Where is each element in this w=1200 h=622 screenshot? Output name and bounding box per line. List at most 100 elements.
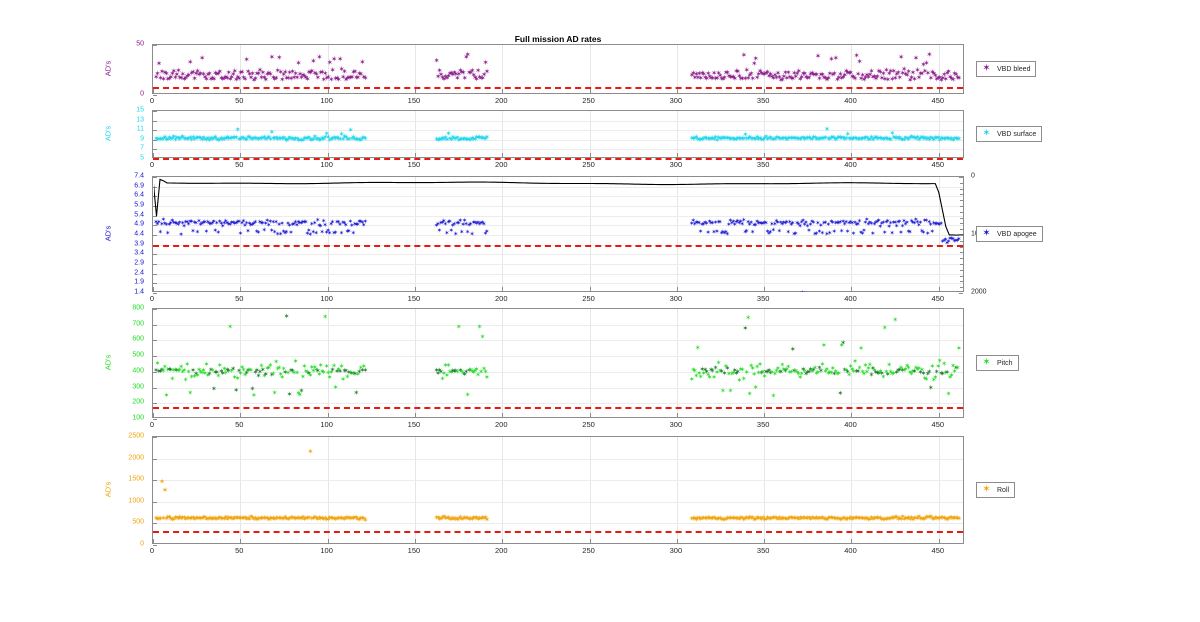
- svg-text:✶: ✶: [319, 134, 325, 143]
- svg-text:✶: ✶: [727, 73, 733, 82]
- svg-text:✶: ✶: [284, 228, 290, 236]
- svg-text:✶: ✶: [892, 316, 898, 324]
- svg-text:✶: ✶: [174, 70, 180, 79]
- svg-text:✶: ✶: [201, 366, 207, 374]
- svg-text:✶: ✶: [766, 230, 772, 238]
- svg-text:✶: ✶: [730, 134, 736, 143]
- svg-text:✶: ✶: [797, 513, 803, 522]
- svg-text:✶: ✶: [333, 134, 339, 143]
- svg-text:✶: ✶: [905, 513, 911, 522]
- svg-text:✶: ✶: [478, 368, 484, 376]
- svg-text:✶: ✶: [742, 74, 748, 83]
- svg-text:✶: ✶: [304, 368, 310, 376]
- svg-text:✶: ✶: [212, 133, 218, 142]
- svg-text:✶: ✶: [346, 368, 352, 376]
- legend-vbd-apogee[interactable]: ✶ VBD apogee: [976, 226, 1043, 242]
- svg-text:✶: ✶: [359, 514, 365, 523]
- svg-text:✶: ✶: [359, 366, 365, 374]
- legend-vbd-surface[interactable]: ✶ VBD surface: [976, 126, 1043, 142]
- legend-roll[interactable]: ✶ Roll: [976, 482, 1016, 498]
- svg-text:✶: ✶: [316, 370, 322, 378]
- svg-text:✶: ✶: [211, 514, 217, 523]
- svg-text:✶: ✶: [711, 68, 717, 77]
- svg-text:✶: ✶: [704, 514, 710, 523]
- legend-pitch[interactable]: ✶ Pitch: [976, 355, 1019, 371]
- svg-text:✶: ✶: [258, 362, 264, 370]
- svg-text:✶: ✶: [469, 368, 475, 376]
- svg-text:✶: ✶: [791, 133, 797, 142]
- svg-text:✶: ✶: [920, 60, 926, 69]
- svg-text:✶: ✶: [874, 369, 880, 377]
- svg-text:✶: ✶: [302, 218, 308, 226]
- svg-text:✶: ✶: [781, 219, 787, 227]
- svg-text:✶: ✶: [727, 513, 733, 522]
- gridline-horizontal: [153, 196, 963, 198]
- gridline-horizontal: [153, 458, 963, 460]
- svg-text:✶: ✶: [226, 367, 232, 375]
- y-tick-mark: [153, 206, 157, 207]
- data-markers-vbd-surface: ✶✶✶✶✶✶✶✶✶✶✶✶✶✶✶✶✶✶✶✶✶✶✶✶✶✶✶✶✶✶✶✶✶✶✶✶✶✶✶✶…: [154, 125, 962, 145]
- svg-text:✶: ✶: [695, 135, 701, 144]
- svg-text:✶: ✶: [465, 50, 471, 59]
- svg-text:✶: ✶: [879, 219, 885, 227]
- svg-text:✶: ✶: [232, 133, 238, 142]
- svg-text:✶: ✶: [160, 74, 166, 83]
- svg-text:✶: ✶: [889, 75, 895, 84]
- svg-text:✶: ✶: [865, 72, 871, 81]
- gridline-vertical: [240, 111, 242, 157]
- svg-text:✶: ✶: [211, 75, 217, 84]
- svg-text:✶: ✶: [695, 73, 701, 82]
- svg-text:✶: ✶: [793, 134, 799, 143]
- svg-text:✶: ✶: [278, 67, 284, 76]
- svg-text:✶: ✶: [474, 366, 480, 374]
- legend-vbd-bleed[interactable]: ✶ VBD bleed: [976, 61, 1037, 77]
- svg-text:✶: ✶: [253, 368, 259, 376]
- svg-text:✶: ✶: [469, 230, 475, 238]
- svg-text:✶: ✶: [181, 134, 187, 143]
- svg-text:✶: ✶: [166, 74, 172, 83]
- gridline-horizontal: [153, 235, 963, 236]
- svg-text:✶: ✶: [221, 219, 227, 227]
- y-tick-mark: [153, 309, 157, 310]
- svg-text:✶: ✶: [318, 362, 324, 370]
- svg-text:✶: ✶: [469, 134, 475, 143]
- svg-text:✶: ✶: [199, 513, 205, 522]
- svg-text:✶: ✶: [217, 217, 223, 225]
- svg-text:✶: ✶: [330, 218, 336, 226]
- svg-text:✶: ✶: [353, 134, 359, 143]
- svg-text:✶: ✶: [748, 362, 754, 370]
- svg-text:✶: ✶: [197, 514, 203, 523]
- svg-text:✶: ✶: [870, 365, 876, 373]
- svg-text:✶: ✶: [723, 134, 729, 143]
- svg-text:✶: ✶: [359, 219, 365, 227]
- svg-text:✶: ✶: [889, 128, 895, 137]
- svg-text:✶: ✶: [827, 513, 833, 522]
- svg-text:✶: ✶: [803, 370, 809, 378]
- svg-text:✶: ✶: [269, 514, 275, 523]
- svg-text:✶: ✶: [438, 135, 444, 144]
- svg-text:✶: ✶: [254, 69, 260, 78]
- svg-text:✶: ✶: [808, 365, 814, 373]
- svg-text:✶: ✶: [718, 134, 724, 143]
- svg-text:✶: ✶: [154, 134, 159, 143]
- svg-text:✶: ✶: [701, 134, 707, 143]
- svg-text:✶: ✶: [720, 75, 726, 84]
- svg-text:✶: ✶: [276, 513, 282, 522]
- svg-text:✶: ✶: [722, 229, 728, 237]
- svg-text:✶: ✶: [956, 514, 962, 523]
- svg-text:✶: ✶: [291, 220, 297, 228]
- x-tick-label: 100: [320, 96, 333, 105]
- svg-text:✶: ✶: [877, 67, 883, 76]
- svg-text:✶: ✶: [766, 71, 772, 80]
- svg-text:✶: ✶: [821, 341, 827, 349]
- svg-text:✶: ✶: [218, 367, 224, 375]
- gridline-vertical: [676, 111, 678, 157]
- svg-text:✶: ✶: [297, 219, 303, 227]
- svg-text:✶: ✶: [781, 72, 787, 81]
- svg-text:✶: ✶: [335, 514, 341, 523]
- svg-text:✶: ✶: [726, 221, 732, 229]
- svg-text:✶: ✶: [306, 513, 312, 522]
- svg-text:✶: ✶: [194, 513, 200, 522]
- svg-text:✶: ✶: [840, 217, 846, 225]
- svg-text:✶: ✶: [747, 133, 753, 142]
